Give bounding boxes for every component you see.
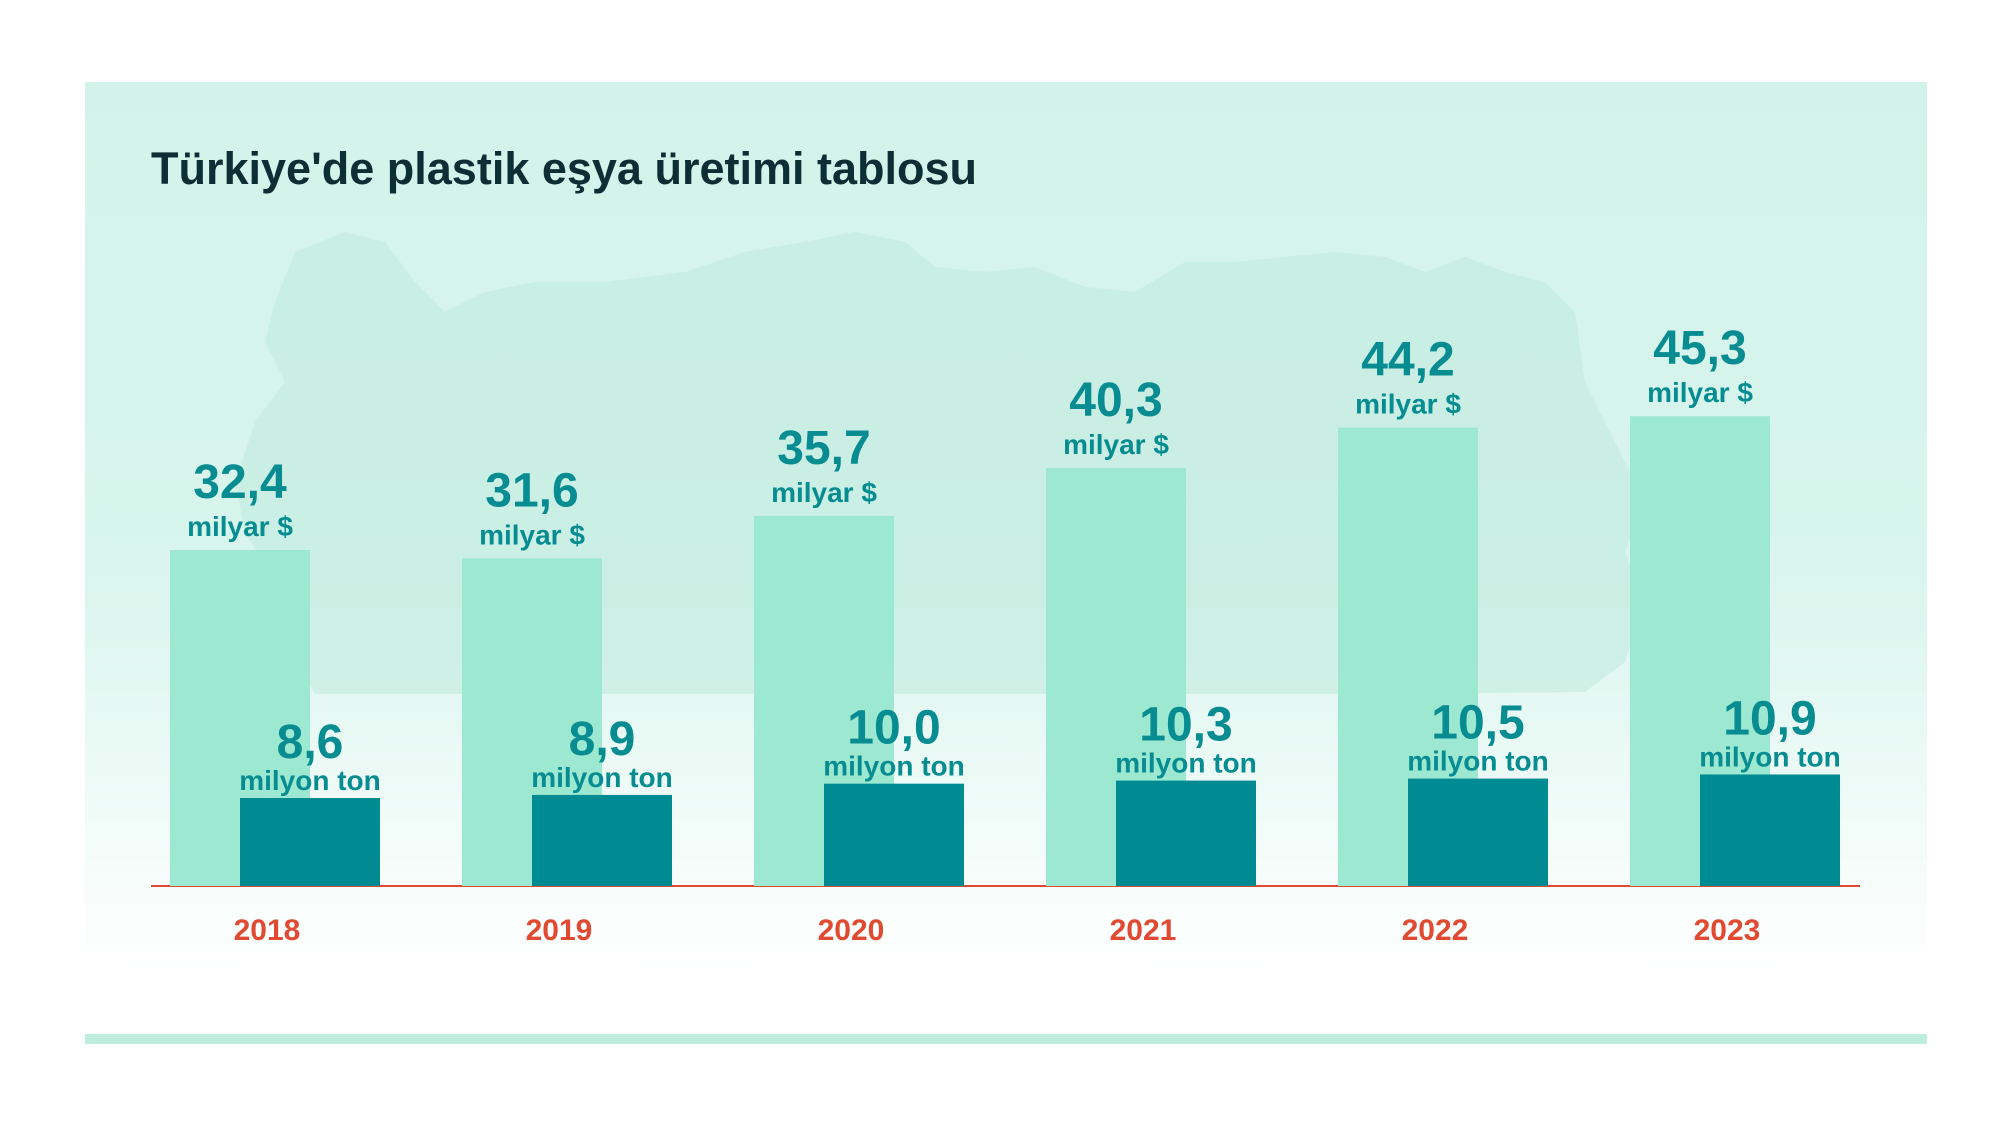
bar-volume-2023 (1700, 774, 1840, 886)
bar-volume-2021 (1116, 780, 1256, 886)
year-label-2019: 2019 (526, 914, 593, 947)
value-unit-label-2018: milyar $ (187, 511, 293, 542)
footer-band (85, 1034, 1927, 1044)
year-label-2023: 2023 (1694, 914, 1761, 947)
bar-volume-2019 (532, 794, 672, 886)
value-label-2020: 35,7 (777, 422, 870, 475)
year-label-2022: 2022 (1402, 914, 1469, 947)
volume-unit-label-2023: milyon ton (1699, 741, 1841, 772)
volume-label-2022: 10,5 (1431, 697, 1524, 750)
value-unit-label-2022: milyar $ (1355, 389, 1461, 420)
year-label-2020: 2020 (818, 914, 885, 947)
volume-label-2020: 10,0 (847, 702, 940, 755)
year-label-2021: 2021 (1110, 914, 1177, 947)
value-label-2021: 40,3 (1069, 374, 1162, 427)
bar-volume-2020 (824, 783, 964, 886)
volume-unit-label-2021: milyon ton (1115, 748, 1257, 779)
chart-title: Türkiye'de plastik eşya üretimi tablosu (151, 143, 977, 194)
value-unit-label-2020: milyar $ (771, 477, 877, 508)
value-unit-label-2021: milyar $ (1063, 429, 1169, 460)
value-label-2022: 44,2 (1361, 334, 1454, 387)
volume-label-2018: 8,6 (277, 716, 344, 769)
volume-label-2019: 8,9 (569, 713, 636, 766)
volume-unit-label-2020: milyon ton (823, 751, 965, 782)
bar-volume-2018 (240, 798, 380, 886)
volume-unit-label-2022: milyon ton (1407, 746, 1549, 777)
volume-unit-label-2018: milyon ton (239, 765, 381, 796)
value-label-2023: 45,3 (1653, 322, 1746, 375)
value-label-2019: 31,6 (485, 464, 578, 517)
value-unit-label-2023: milyar $ (1647, 377, 1753, 408)
volume-label-2021: 10,3 (1139, 699, 1232, 752)
bar-volume-2022 (1408, 778, 1548, 886)
value-label-2018: 32,4 (193, 456, 287, 509)
value-unit-label-2019: milyar $ (479, 519, 585, 550)
volume-unit-label-2019: milyon ton (531, 762, 673, 793)
volume-label-2023: 10,9 (1723, 692, 1816, 745)
year-label-2018: 2018 (234, 914, 301, 947)
